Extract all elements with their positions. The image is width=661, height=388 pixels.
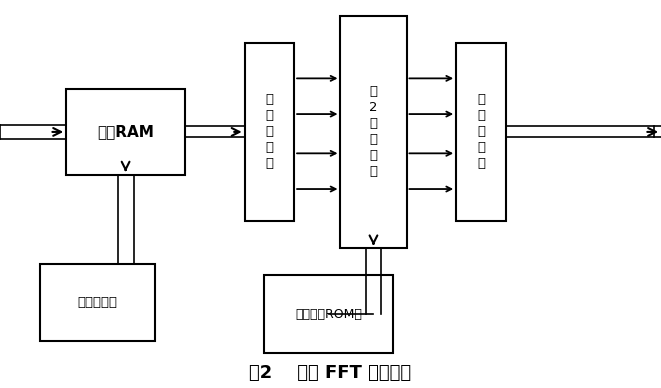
Text: 选
择
缓
冲
器: 选 择 缓 冲 器 (477, 94, 485, 170)
Bar (340, 16, 407, 248)
Text: 地址发生器: 地址发生器 (77, 296, 118, 309)
Text: 选
择
缓
冲
器: 选 择 缓 冲 器 (265, 94, 274, 170)
Text: 图2    每级 FFT 运算框图: 图2 每级 FFT 运算框图 (249, 364, 412, 382)
Bar (66, 89, 185, 175)
Bar (264, 275, 393, 353)
Bar (245, 43, 294, 221)
Text: 旋转因子ROM表: 旋转因子ROM表 (295, 308, 362, 321)
Text: 基
2
运
算
单
元: 基 2 运 算 单 元 (369, 85, 377, 178)
Bar (456, 43, 506, 221)
Text: 双口RAM: 双口RAM (97, 125, 154, 139)
Bar (40, 264, 155, 341)
